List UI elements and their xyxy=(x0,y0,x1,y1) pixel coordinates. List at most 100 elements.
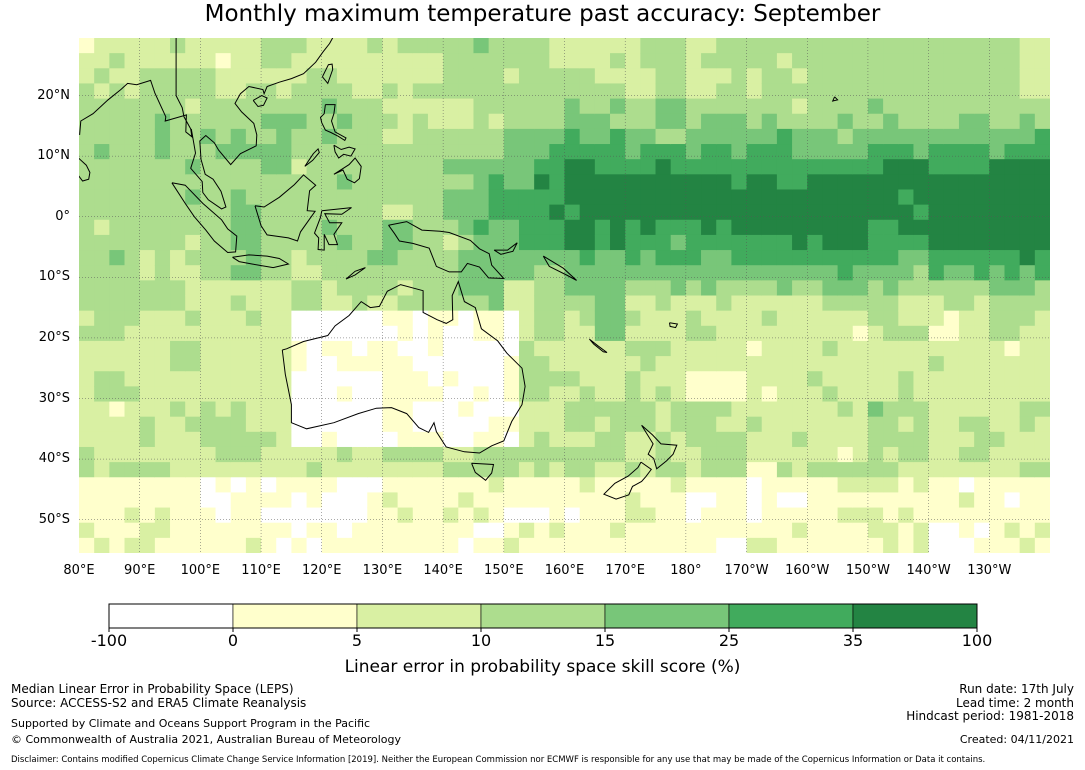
skill-cell xyxy=(761,507,778,524)
skill-cell xyxy=(473,416,490,433)
skill-cell xyxy=(594,371,611,387)
skill-cell xyxy=(306,174,323,191)
skill-cell xyxy=(852,492,869,509)
skill-cell xyxy=(822,371,839,387)
skill-cell xyxy=(382,340,399,357)
skill-cell xyxy=(883,295,899,312)
skill-cell xyxy=(974,446,990,463)
skill-cell xyxy=(928,204,945,221)
skill-cell xyxy=(397,265,414,281)
skill-cell xyxy=(503,204,520,221)
skill-cell xyxy=(503,295,520,312)
skill-cell xyxy=(185,295,201,312)
skill-cell xyxy=(928,219,945,236)
skill-cell xyxy=(746,446,763,463)
skill-cell xyxy=(943,98,960,115)
skill-cell xyxy=(928,98,945,115)
skill-cell xyxy=(427,431,444,448)
skill-cell xyxy=(185,189,201,206)
skill-cell xyxy=(170,295,186,312)
lat-label: 20°N xyxy=(37,87,70,103)
skill-cell xyxy=(883,371,899,387)
skill-cell xyxy=(943,462,960,478)
skill-cell xyxy=(867,371,884,387)
skill-cell xyxy=(746,386,763,403)
skill-cell xyxy=(594,174,611,191)
skill-cell xyxy=(382,431,399,448)
skill-cell xyxy=(776,98,793,115)
skill-cell xyxy=(716,492,732,509)
skill-cell xyxy=(852,204,869,221)
skill-cell xyxy=(594,522,611,539)
skill-cell xyxy=(124,113,141,130)
skill-cell xyxy=(701,431,717,448)
skill-cell xyxy=(488,356,505,372)
skill-cell xyxy=(1019,38,1036,54)
skill-cell xyxy=(185,401,201,418)
skill-cell xyxy=(716,219,732,236)
skill-cell xyxy=(716,98,732,115)
skill-cell xyxy=(382,416,399,433)
skill-cell xyxy=(579,446,596,463)
skill-cell xyxy=(1034,265,1050,281)
skill-cell xyxy=(443,189,459,206)
skill-cell xyxy=(943,280,960,297)
skill-cell xyxy=(321,144,338,160)
skill-cell xyxy=(807,416,824,433)
skill-cell xyxy=(625,38,641,54)
skill-cell xyxy=(291,219,308,236)
skill-cell xyxy=(94,234,110,251)
skill-cell xyxy=(640,522,657,539)
skill-cell xyxy=(458,340,475,357)
skill-cell xyxy=(79,386,95,403)
skill-cell xyxy=(1034,204,1050,221)
skill-cell xyxy=(792,537,808,553)
skill-cell xyxy=(306,38,323,54)
skill-cell xyxy=(336,219,353,236)
skill-cell xyxy=(1004,234,1021,251)
lon-label: 150°E xyxy=(484,563,524,578)
skill-cell xyxy=(837,386,854,403)
skill-cell xyxy=(245,401,262,418)
skill-cell xyxy=(822,537,839,553)
skill-cell xyxy=(397,159,414,175)
skill-cell xyxy=(215,250,232,266)
skill-cell xyxy=(1004,477,1021,494)
skill-cell xyxy=(655,144,672,160)
skill-cell xyxy=(397,189,414,206)
skill-cell xyxy=(503,144,520,160)
skill-cell xyxy=(761,113,778,130)
skill-cell xyxy=(534,356,550,372)
skill-cell xyxy=(701,371,717,387)
skill-cell xyxy=(1004,265,1021,281)
skill-cell xyxy=(974,144,990,160)
skill-cell xyxy=(731,462,748,478)
skill-cell xyxy=(989,280,1006,297)
skill-cell xyxy=(958,38,975,54)
skill-cell xyxy=(488,83,505,100)
skill-cell xyxy=(610,250,626,266)
skill-cell xyxy=(94,371,110,387)
skill-cell xyxy=(958,401,975,418)
skill-cell xyxy=(412,431,429,448)
skill-cell xyxy=(336,38,353,54)
skill-cell xyxy=(79,128,95,145)
skill-cell xyxy=(655,38,672,54)
skill-cell xyxy=(185,159,201,175)
skill-cell xyxy=(594,416,611,433)
skill-cell xyxy=(685,340,702,357)
skill-cell xyxy=(276,83,293,100)
skill-cell xyxy=(412,477,429,494)
skill-cell xyxy=(776,477,793,494)
skill-cell xyxy=(443,340,459,357)
skill-cell xyxy=(685,98,702,115)
skill-cell xyxy=(898,265,915,281)
skill-cell xyxy=(321,386,338,403)
skill-cell xyxy=(503,174,520,191)
skill-cell xyxy=(655,522,672,539)
skill-cell xyxy=(655,356,672,372)
skill-cell xyxy=(139,477,156,494)
skill-cell xyxy=(336,325,353,342)
skill-cell xyxy=(1004,462,1021,478)
skill-cell xyxy=(701,265,717,281)
